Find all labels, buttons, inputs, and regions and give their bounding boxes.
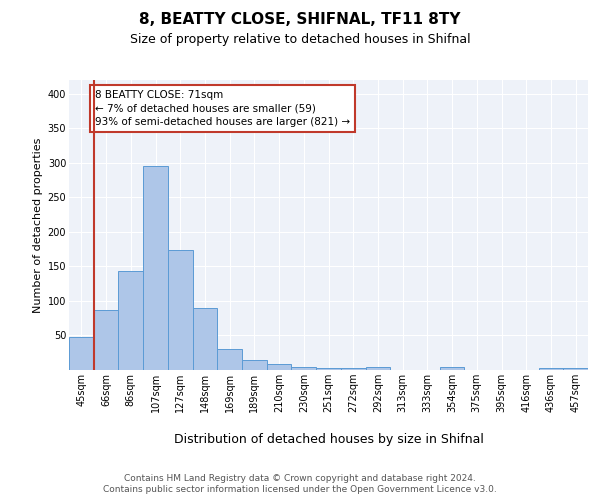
- Text: Distribution of detached houses by size in Shifnal: Distribution of detached houses by size …: [174, 432, 484, 446]
- Bar: [267, 364, 292, 370]
- Bar: [69, 337, 94, 370]
- Bar: [341, 368, 365, 370]
- Text: Size of property relative to detached houses in Shifnal: Size of property relative to detached ho…: [130, 32, 470, 46]
- Bar: [94, 310, 118, 370]
- Bar: [168, 250, 193, 370]
- Text: 8, BEATTY CLOSE, SHIFNAL, TF11 8TY: 8, BEATTY CLOSE, SHIFNAL, TF11 8TY: [139, 12, 461, 28]
- Text: 8 BEATTY CLOSE: 71sqm
← 7% of detached houses are smaller (59)
93% of semi-detac: 8 BEATTY CLOSE: 71sqm ← 7% of detached h…: [95, 90, 350, 127]
- Bar: [440, 367, 464, 370]
- Bar: [292, 366, 316, 370]
- Bar: [539, 368, 563, 370]
- Y-axis label: Number of detached properties: Number of detached properties: [34, 138, 43, 312]
- Bar: [242, 360, 267, 370]
- Bar: [316, 368, 341, 370]
- Bar: [143, 166, 168, 370]
- Bar: [217, 350, 242, 370]
- Text: Contains HM Land Registry data © Crown copyright and database right 2024.: Contains HM Land Registry data © Crown c…: [124, 474, 476, 483]
- Bar: [193, 308, 217, 370]
- Bar: [563, 368, 588, 370]
- Text: Contains public sector information licensed under the Open Government Licence v3: Contains public sector information licen…: [103, 485, 497, 494]
- Bar: [365, 367, 390, 370]
- Bar: [118, 270, 143, 370]
